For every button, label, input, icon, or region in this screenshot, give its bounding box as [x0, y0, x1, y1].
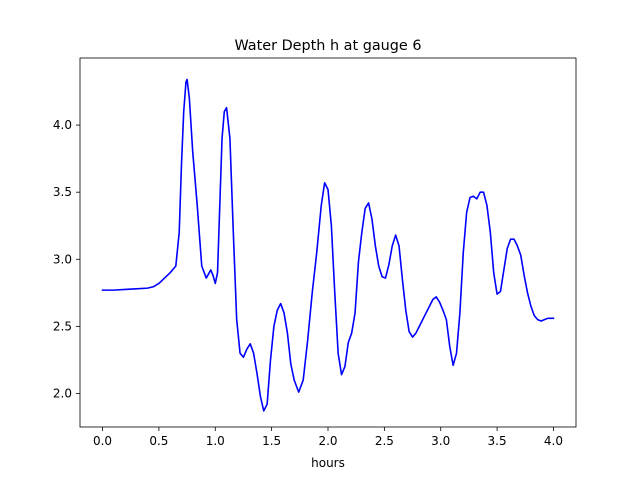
x-tick-label: 3.0 [431, 434, 450, 448]
x-tick-label: 2.5 [375, 434, 394, 448]
y-tick-label: 3.0 [53, 252, 72, 266]
y-tick-label: 2.0 [53, 386, 72, 400]
y-axis: 2.0 2.5 3.0 3.5 4.0 [53, 118, 80, 400]
y-tick-label: 4.0 [53, 118, 72, 132]
axes-frame [79, 57, 577, 428]
x-tick-label: 0.5 [149, 434, 168, 448]
x-tick-label: 2.0 [318, 434, 337, 448]
series-line-gauge-6 [101, 78, 555, 412]
chart-title: Water Depth h at gauge 6 [234, 38, 421, 54]
x-axis: 0.0 0.5 1.0 1.5 2.0 2.5 3.0 3.5 4.0 [93, 427, 563, 448]
x-tick-label: 0.0 [93, 434, 112, 448]
x-tick-label: 3.5 [488, 434, 507, 448]
x-axis-label: hours [311, 456, 345, 470]
y-tick-label: 2.5 [53, 319, 72, 333]
plot-area [101, 78, 555, 412]
y-tick-label: 3.5 [53, 185, 72, 199]
x-tick-label: 1.0 [206, 434, 225, 448]
x-tick-label: 4.0 [544, 434, 563, 448]
x-tick-label: 1.5 [262, 434, 281, 448]
